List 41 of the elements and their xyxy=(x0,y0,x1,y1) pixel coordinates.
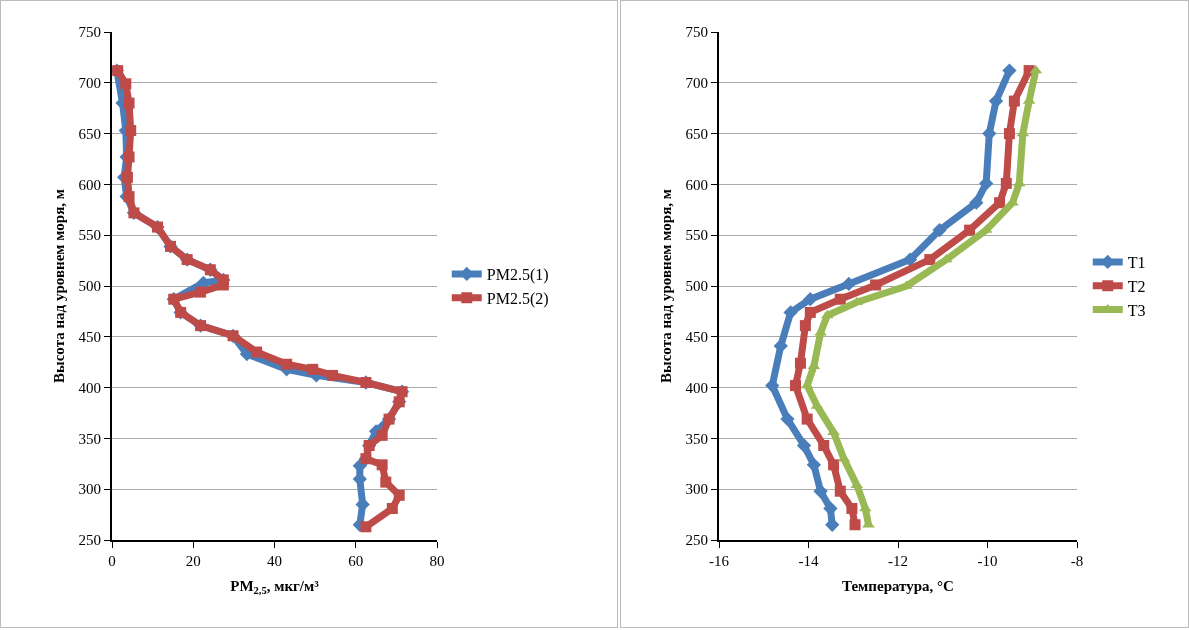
y-tick-label: 650 xyxy=(685,125,708,142)
y-tick-label: 600 xyxy=(685,176,708,193)
x-tick-label: 60 xyxy=(348,553,364,569)
x-tick-label: 0 xyxy=(108,553,116,569)
y-tick-label: 500 xyxy=(685,278,708,295)
y-tick-label: 300 xyxy=(78,481,101,498)
x-tick-label: 40 xyxy=(267,553,282,569)
y-tick-label: 400 xyxy=(685,379,708,396)
y-tick-label: 550 xyxy=(685,227,708,244)
y-tick-label: 250 xyxy=(78,532,101,549)
y-tick-label: 400 xyxy=(78,379,101,396)
x-tick-label: 80 xyxy=(429,553,445,569)
y-tick-label: 250 xyxy=(685,532,708,549)
y-tick-label: 750 xyxy=(78,24,101,41)
legend-label: T2 xyxy=(1127,277,1146,295)
y-tick-label: 750 xyxy=(685,24,708,41)
x-tick-label: 20 xyxy=(185,553,201,569)
legend-label: PM2.5(1) xyxy=(486,266,549,285)
legend-label: T3 xyxy=(1127,301,1146,319)
y-tick-label: 700 xyxy=(78,75,101,92)
x-tick-label: -8 xyxy=(1070,553,1084,569)
x-tick-label: -16 xyxy=(709,553,730,569)
x-tick-label: -12 xyxy=(888,553,908,569)
x-axis-title: PM$_{2,5}$, мкг/м³ xyxy=(230,577,320,596)
y-tick-label: 500 xyxy=(78,278,101,295)
y-axis-title: Высота над уровнем моря, м xyxy=(51,189,68,383)
y-axis-title: Высота над уровнем моря, м xyxy=(658,189,675,383)
y-tick-label: 350 xyxy=(78,430,101,447)
legend-label: T1 xyxy=(1127,254,1146,272)
y-tick-label: 550 xyxy=(78,227,101,244)
y-tick-label: 300 xyxy=(685,481,708,498)
y-tick-label: 450 xyxy=(685,329,708,346)
y-tick-label: 600 xyxy=(78,176,101,193)
y-tick-label: 650 xyxy=(78,125,101,142)
y-tick-label: 700 xyxy=(685,75,708,92)
x-tick-label: -14 xyxy=(798,553,819,569)
legend-label: PM2.5(2) xyxy=(486,289,549,308)
y-tick-label: 450 xyxy=(78,329,101,346)
x-tick-label: -10 xyxy=(977,553,998,569)
y-tick-label: 350 xyxy=(685,430,708,447)
x-axis-title: Температура, °С xyxy=(842,577,954,594)
